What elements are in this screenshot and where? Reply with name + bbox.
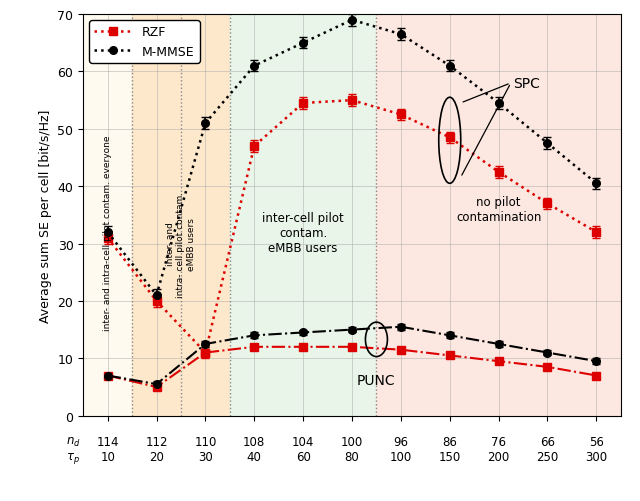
Text: no pilot
contamination: no pilot contamination	[456, 196, 541, 223]
Text: 250: 250	[536, 450, 559, 463]
Text: 114: 114	[97, 435, 119, 448]
Text: 100: 100	[341, 435, 363, 448]
Text: 66: 66	[540, 435, 555, 448]
Text: 96: 96	[394, 435, 408, 448]
Bar	[376, 15, 621, 416]
Text: 100: 100	[390, 450, 412, 463]
Text: 108: 108	[243, 435, 266, 448]
Text: $\tau_p$: $\tau_p$	[67, 450, 81, 465]
Text: PUNC: PUNC	[357, 373, 396, 387]
Text: 104: 104	[292, 435, 314, 448]
Text: 56: 56	[589, 435, 604, 448]
Text: 76: 76	[491, 435, 506, 448]
Text: 110: 110	[194, 435, 216, 448]
Text: 20: 20	[149, 450, 164, 463]
Bar	[83, 15, 132, 416]
Text: inter-cell pilot
contam.
eMBB users: inter-cell pilot contam. eMBB users	[262, 211, 344, 254]
Text: 10: 10	[100, 450, 115, 463]
Bar	[132, 15, 230, 416]
Text: 40: 40	[247, 450, 262, 463]
Text: 30: 30	[198, 450, 212, 463]
Text: 86: 86	[442, 435, 457, 448]
Text: 150: 150	[438, 450, 461, 463]
Bar	[230, 15, 376, 416]
Text: 200: 200	[488, 450, 509, 463]
Legend: RZF, M-MMSE: RZF, M-MMSE	[90, 21, 200, 64]
Text: inter- and intra-cell pilot contam. everyone: inter- and intra-cell pilot contam. ever…	[103, 135, 112, 330]
Text: 112: 112	[145, 435, 168, 448]
Y-axis label: Average sum SE per cell [bit/s/Hz]: Average sum SE per cell [bit/s/Hz]	[39, 109, 52, 322]
Text: 80: 80	[344, 450, 360, 463]
Text: inter- and
intra- cell pilot contam.
eMBB users: inter- and intra- cell pilot contam. eMB…	[166, 191, 196, 297]
Text: 60: 60	[296, 450, 310, 463]
Text: 300: 300	[586, 450, 607, 463]
Text: $n_d$: $n_d$	[66, 435, 81, 448]
Text: SPC: SPC	[513, 77, 540, 91]
